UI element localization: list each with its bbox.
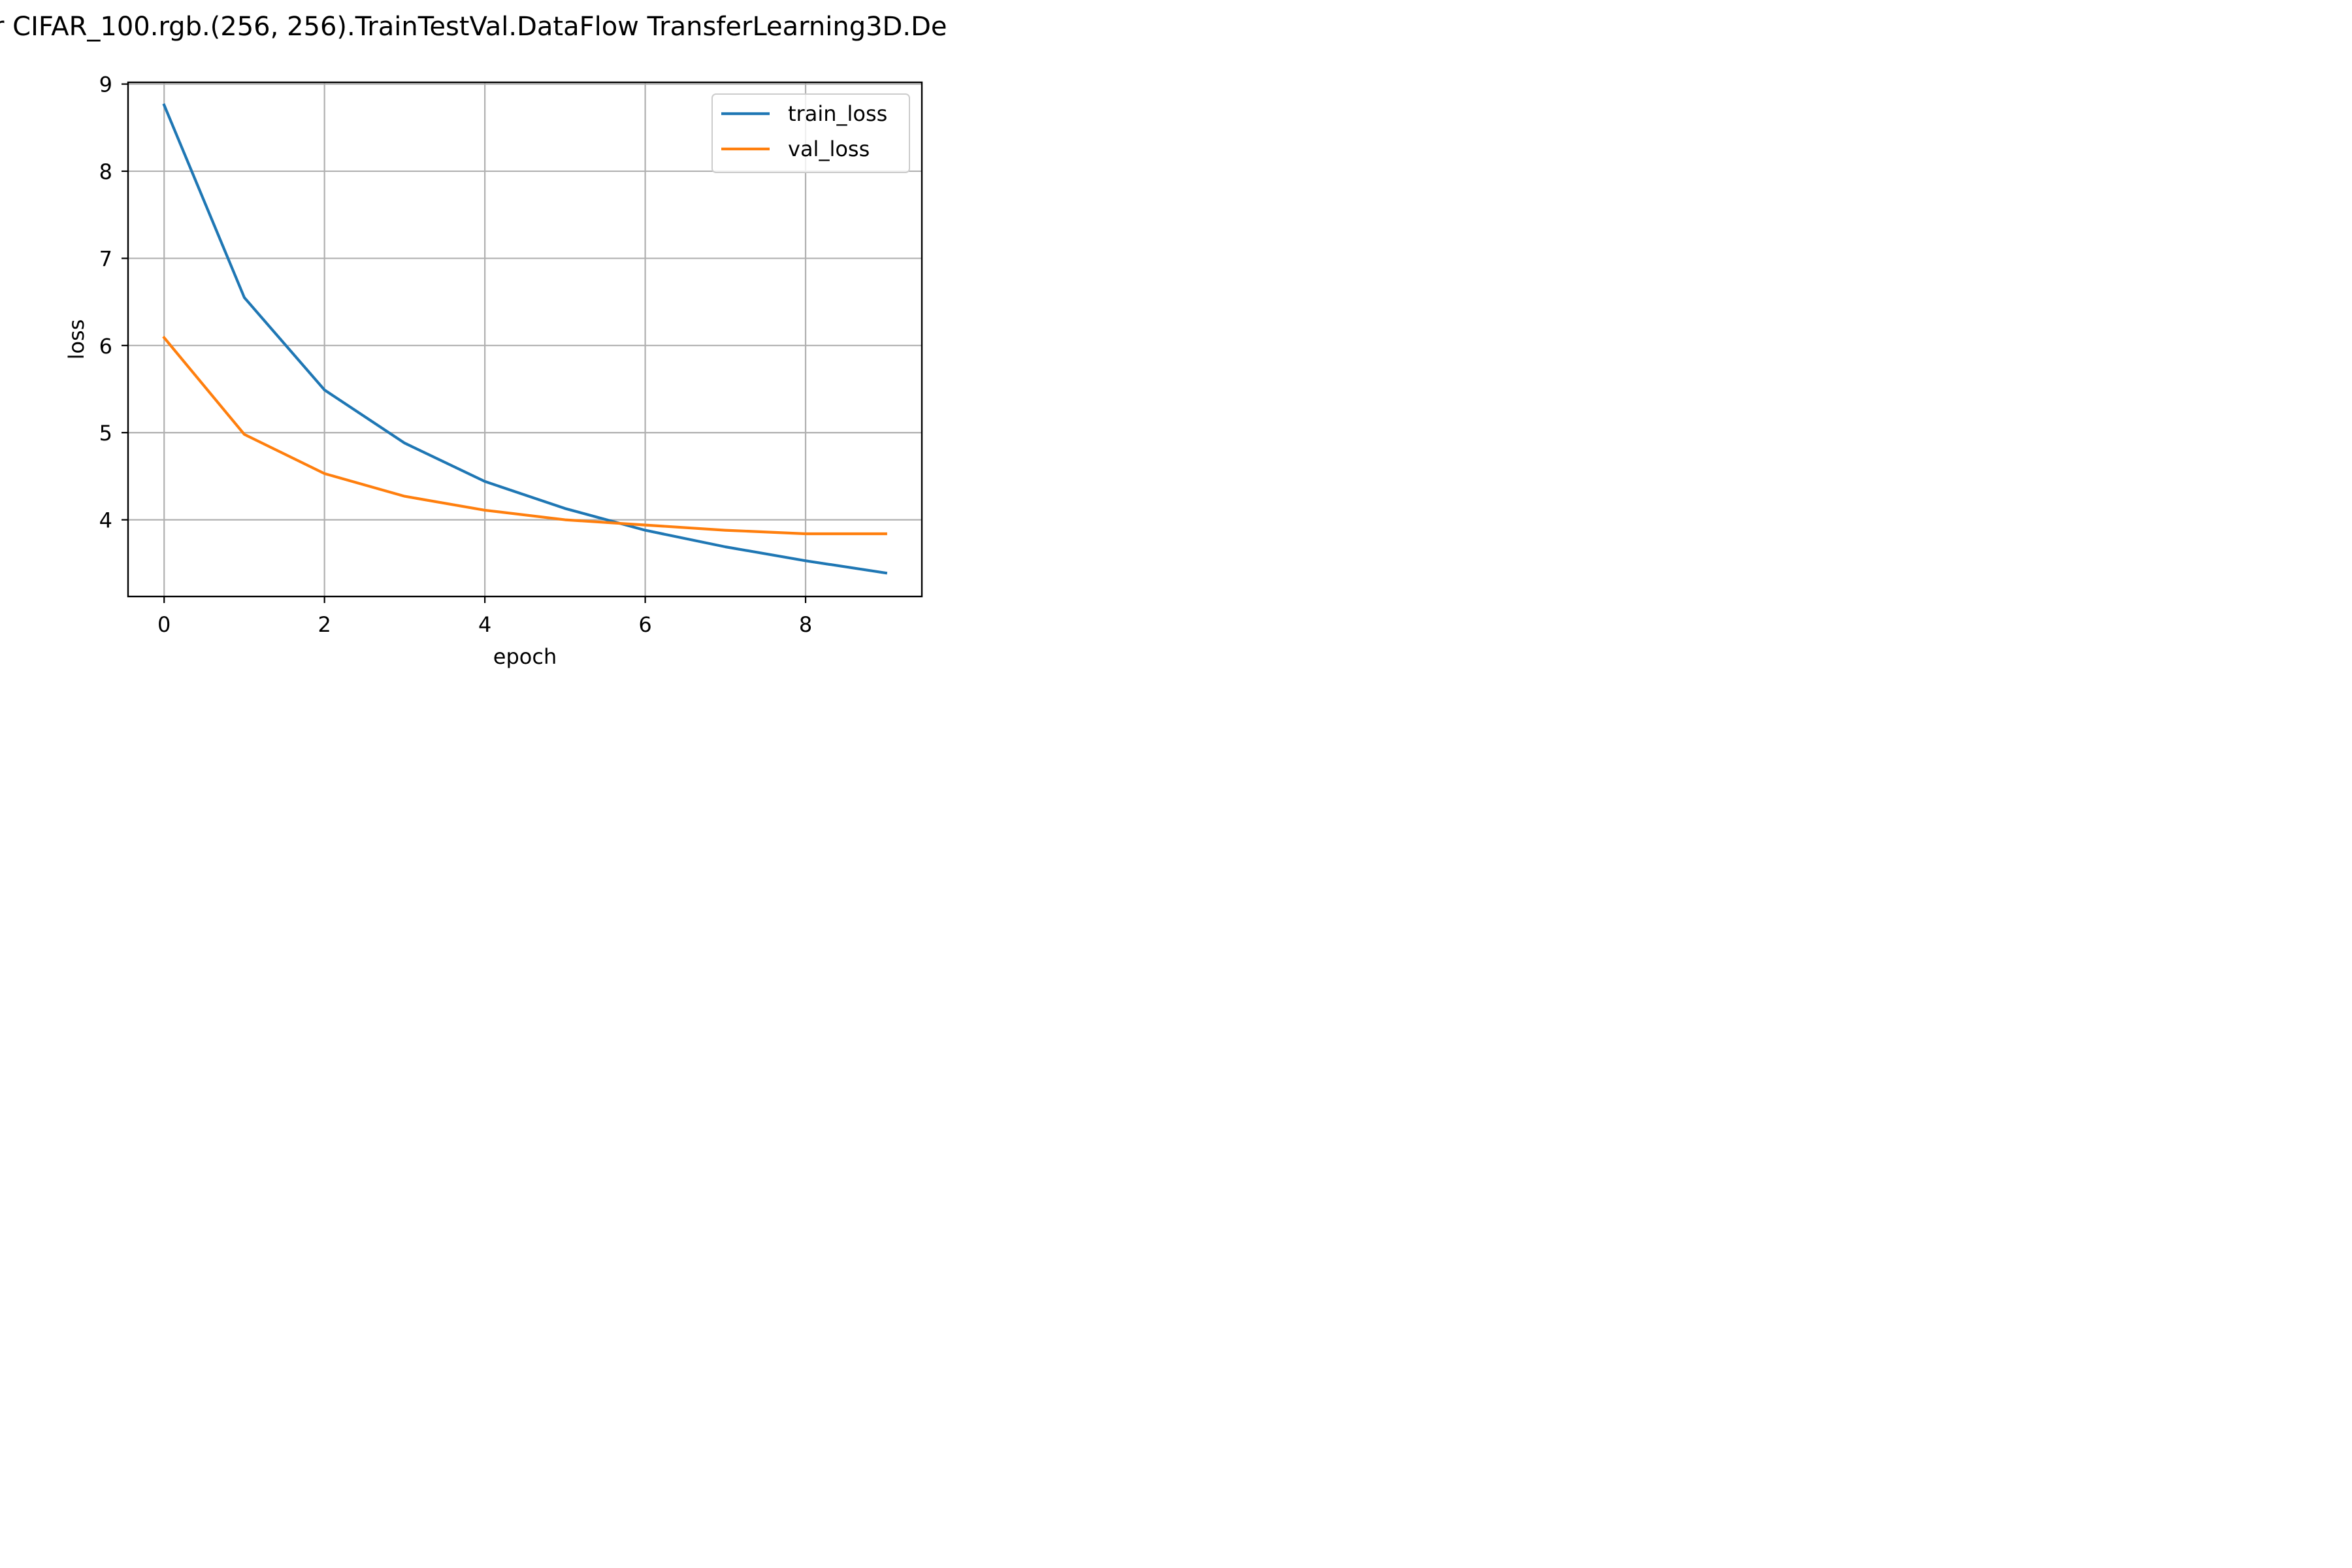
series-line-train-loss [162, 103, 888, 575]
x-tick-label: 8 [799, 612, 812, 637]
y-tick-label: 9 [99, 73, 112, 97]
y-tick-label: 5 [99, 421, 112, 446]
axis-ticks: 0 2 4 6 8 4 5 6 7 8 9 [99, 73, 813, 637]
legend-label-train-loss: train_loss [788, 101, 887, 126]
x-tick-label: 4 [478, 612, 491, 637]
chart-title: r CIFAR_100.rgb.(256, 256).TrainTestVal.… [0, 12, 947, 42]
y-tick-label: 7 [99, 246, 112, 271]
x-axis-label: epoch [493, 644, 557, 669]
x-tick-label: 0 [157, 612, 171, 637]
y-tick-label: 6 [99, 334, 112, 359]
y-tick-label: 8 [99, 159, 112, 184]
series-line-val-loss [162, 335, 887, 536]
plot-frame [127, 81, 923, 598]
legend: train_loss val_loss [711, 93, 910, 173]
y-tick-label: 4 [99, 508, 112, 533]
x-tick-label: 2 [318, 612, 331, 637]
loss-chart: r CIFAR_100.rgb.(256, 256).TrainTestVal.… [0, 12, 947, 669]
x-tick-label: 6 [638, 612, 651, 637]
y-axis-label: loss [64, 319, 89, 360]
legend-label-val-loss: val_loss [788, 137, 870, 161]
series-lines [162, 103, 888, 575]
